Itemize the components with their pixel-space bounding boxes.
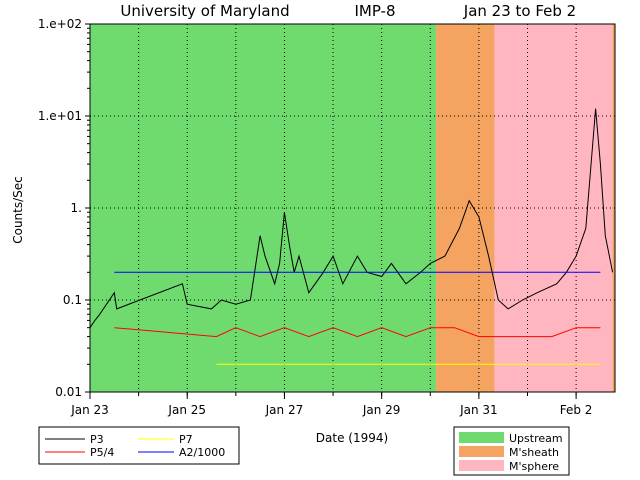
legend-label-p7: P7 xyxy=(179,433,193,446)
legend-swatch-msphere xyxy=(459,460,504,471)
y-tick-label-1.e+01: 1.e+01 xyxy=(38,109,82,123)
region-legend: Upstream M'sheath M'sphere xyxy=(453,426,570,476)
x-tick-label-jan-27: Jan 27 xyxy=(265,403,304,417)
x-tick-label-feb-2: Feb 2 xyxy=(560,403,593,417)
title-spacecraft: IMP-8 xyxy=(354,2,395,20)
y-tick-label-0.01: 0.01 xyxy=(55,385,82,399)
legend-label-msphere: M'sphere xyxy=(509,460,559,473)
x-tick-label-jan-31: Jan 31 xyxy=(459,403,498,417)
x-tick-label-jan-29: Jan 29 xyxy=(362,403,401,417)
series-legend-box xyxy=(38,426,240,465)
region-band-m-sheath-1 xyxy=(436,24,495,392)
legend-label-p3: P3 xyxy=(90,433,104,446)
x-axis-ticks: Jan 23 Jan 25 Jan 27 Jan 29 Jan 31 Feb 2 xyxy=(70,392,592,417)
y-tick-label-1.e+02: 1.e+02 xyxy=(38,17,82,31)
legend-label-p5-4: P5/4 xyxy=(90,446,114,459)
grid xyxy=(90,23,615,393)
y-tick-label-0.1: 0.1 xyxy=(63,293,82,307)
x-axis-label: Date (1994) xyxy=(316,431,388,445)
y-axis-label: Counts/Sec xyxy=(11,176,25,244)
series-line-p5-4 xyxy=(114,327,601,338)
series-lines xyxy=(89,108,614,365)
legend-label-upstream: Upstream xyxy=(509,432,563,445)
legend-swatch-msheath xyxy=(459,446,504,457)
y-tick-label-1.: 1. xyxy=(71,201,82,215)
region-band-m-sheath-3 xyxy=(612,24,615,392)
title-institution: University of Maryland xyxy=(120,2,289,20)
region-band-upstream-0 xyxy=(90,24,437,392)
title-date-range: Jan 23 to Feb 2 xyxy=(463,2,576,20)
legend-label-a2: A2/1000 xyxy=(179,446,225,459)
series-line-p3 xyxy=(89,108,614,328)
series-legend: P3 P7 P5/4 A2/1000 xyxy=(38,426,240,465)
legend-label-msheath: M'sheath xyxy=(509,446,559,459)
x-tick-label-jan-23: Jan 23 xyxy=(70,403,109,417)
y-axis-ticks: 1.e+02 1.e+01 1. 0.1 0.01 xyxy=(38,17,90,399)
x-tick-label-jan-25: Jan 25 xyxy=(167,403,206,417)
legend-swatch-upstream xyxy=(459,432,504,443)
